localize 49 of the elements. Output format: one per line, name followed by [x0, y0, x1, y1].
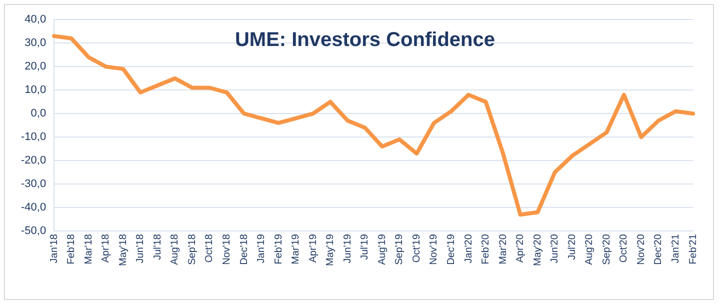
x-tick-label: Jan'19: [256, 234, 268, 264]
x-tick-label: May'19: [325, 234, 336, 266]
x-tick-label: Jan'18: [48, 234, 60, 264]
x-tick-label: Dec'18: [238, 234, 250, 265]
x-tick-label: Mar'19: [290, 234, 302, 264]
x-tick-label: Sep'20: [601, 234, 612, 265]
x-tick-label: Aug'19: [376, 234, 388, 265]
x-tick-label: Mar'20: [498, 234, 509, 264]
x-tick-label: Feb'21: [688, 234, 699, 264]
y-tick-label: -20,0: [20, 154, 46, 167]
x-tick-label: Feb'19: [273, 234, 284, 264]
x-tick-label: Feb'20: [480, 234, 492, 264]
x-tick-label: Oct'19: [411, 234, 422, 263]
y-tick-label: -50,0: [20, 225, 46, 238]
x-tick-label: May'20: [532, 234, 544, 266]
x-tick-label: Jul'20: [566, 234, 578, 260]
x-tick-label: May'18: [118, 234, 129, 266]
text: UME: Investors Confidence: [234, 29, 496, 52]
x-tick-label: Aug'18: [170, 234, 181, 265]
x-tick-label: Feb'18: [66, 234, 78, 264]
y-tick-label: 30,0: [24, 37, 46, 50]
x-tick-label: Dec'20: [653, 234, 664, 265]
x-tick-label: Oct'20: [618, 234, 630, 263]
x-tick-label: Jul'19: [360, 234, 371, 260]
y-tick-label: -30,0: [20, 178, 46, 190]
x-tick-label: Nov'18: [222, 234, 233, 265]
x-tick-label: Sep'18: [186, 234, 198, 265]
x-tick-label: Jun'19: [342, 234, 354, 264]
y-tick-label: 20,0: [24, 60, 46, 73]
x-tick-label: Apr'20: [515, 234, 526, 263]
y-tick-label: -40,0: [20, 202, 46, 214]
x-tick-label: Jun'20: [550, 234, 561, 264]
y-tick-label: 0,0: [30, 108, 46, 120]
x-tick-label: Jul'18: [152, 234, 164, 260]
x-tick-label: Jun'18: [135, 234, 146, 264]
x-tick-label: Dec'19: [446, 234, 457, 265]
y-tick-label: 10,0: [24, 84, 46, 96]
x-tick-label: Nov'20: [636, 234, 647, 265]
y-tick-label: -10,0: [20, 131, 46, 144]
x-tick-label: Apr'19: [308, 234, 319, 263]
x-tick-label: Jan'21: [670, 234, 682, 264]
x-tick-label: Jan'20: [463, 234, 474, 264]
x-tick-label: Sep'19: [394, 234, 406, 265]
x-tick-label: Apr'18: [100, 234, 112, 263]
x-tick-label: Aug'20: [584, 234, 596, 265]
x-tick-label: Nov'19: [428, 234, 440, 265]
x-tick-label: Mar'18: [83, 234, 94, 264]
y-tick-label: 40,0: [24, 14, 46, 26]
x-tick-label: Oct'18: [204, 234, 216, 263]
